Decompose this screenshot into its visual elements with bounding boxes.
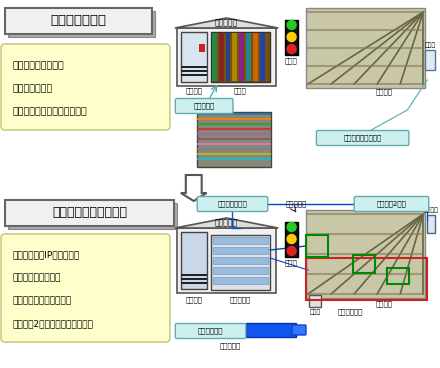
Text: 信号機器ごとの配線確認試験: 信号機器ごとの配線確認試験 [13, 107, 88, 117]
Text: 信号機器室: 信号機器室 [215, 219, 238, 227]
Bar [246, 33, 251, 81]
Text: ケーブル量削減: ケーブル量削減 [218, 201, 247, 207]
Bar [181, 66, 207, 68]
Bar [181, 274, 207, 276]
Text: 膨大な銅線ケーブル: 膨大な銅線ケーブル [13, 61, 65, 70]
Bar [427, 215, 435, 233]
Text: 配線の簡素化: 配線の簡素化 [198, 328, 224, 334]
Bar [239, 33, 244, 81]
Text: 電源ケーブル: 電源ケーブル [338, 308, 363, 315]
Bar [211, 235, 270, 290]
Text: 信号機器室: 信号機器室 [215, 18, 238, 28]
Polygon shape [175, 18, 278, 28]
Bar [177, 28, 276, 86]
FancyBboxPatch shape [292, 325, 306, 335]
Text: 信号機: 信号機 [285, 57, 297, 64]
Bar [425, 50, 435, 70]
Text: 電源笹: 電源笹 [309, 309, 321, 315]
Bar [232, 33, 238, 81]
FancyArrow shape [181, 175, 207, 201]
Bar [226, 33, 231, 81]
Text: 制御装置: 制御装置 [185, 87, 202, 93]
Circle shape [287, 223, 296, 231]
FancyBboxPatch shape [354, 197, 429, 212]
Bar [212, 33, 216, 81]
FancyBboxPatch shape [176, 99, 233, 113]
Circle shape [287, 45, 296, 53]
Text: 光伝送装置: 光伝送装置 [230, 296, 251, 302]
Bar [285, 20, 298, 55]
Text: 光ケーブル: 光ケーブル [286, 201, 308, 207]
Circle shape [287, 32, 296, 42]
Text: 光コネクタ: 光コネクタ [220, 342, 241, 348]
FancyBboxPatch shape [5, 8, 152, 34]
Bar [181, 74, 207, 76]
FancyBboxPatch shape [8, 203, 177, 229]
Text: 信号機: 信号機 [285, 259, 297, 266]
Bar [306, 258, 427, 300]
FancyBboxPatch shape [5, 200, 174, 226]
Text: 制御装置: 制御装置 [185, 296, 202, 302]
Bar [181, 32, 207, 82]
Text: 光ケーブル・IP技術の採用: 光ケーブル・IP技術の採用 [13, 251, 80, 260]
Bar [306, 235, 328, 257]
FancyBboxPatch shape [1, 234, 170, 342]
Text: 制御回線2重化: 制御回線2重化 [377, 201, 407, 207]
Bar [211, 32, 270, 82]
Bar [285, 222, 298, 257]
Polygon shape [175, 218, 278, 228]
Bar [353, 255, 374, 273]
Bar [260, 33, 265, 81]
Bar [199, 44, 205, 52]
Circle shape [287, 247, 296, 255]
FancyBboxPatch shape [1, 44, 170, 130]
Text: 中継笹: 中継笹 [425, 42, 436, 48]
Text: 複雑な配線: 複雑な配線 [194, 103, 215, 109]
FancyBboxPatch shape [176, 323, 246, 339]
Bar [177, 228, 276, 293]
Text: 制御回線2重化による信頼度向上: 制御回線2重化による信頼度向上 [13, 320, 94, 329]
Bar [213, 277, 268, 284]
Circle shape [287, 21, 296, 29]
Bar [181, 278, 207, 280]
Text: 車てつ機: 車てつ機 [375, 300, 392, 307]
Circle shape [287, 234, 296, 244]
FancyBboxPatch shape [316, 131, 409, 145]
Bar [219, 33, 224, 81]
Bar [246, 323, 296, 337]
Bar [213, 247, 268, 254]
FancyBboxPatch shape [197, 197, 268, 212]
Bar [213, 237, 268, 244]
Bar [306, 210, 425, 298]
Bar [197, 112, 271, 167]
Text: 膠大な銅線ケーブル: 膠大な銅線ケーブル [344, 135, 382, 141]
Bar [181, 70, 207, 72]
Bar [181, 282, 207, 284]
FancyBboxPatch shape [8, 11, 155, 37]
Text: ケーブル敷設量削減: ケーブル敷設量削減 [13, 274, 61, 283]
Bar [213, 267, 268, 274]
Text: 車てつ機: 車てつ機 [375, 88, 392, 95]
Bar [253, 33, 258, 81]
Bar [181, 232, 207, 289]
Text: 配線作業の削減・簡素化: 配線作業の削減・簡素化 [13, 297, 72, 306]
Text: ネットワーク信号制御: ネットワーク信号制御 [52, 206, 127, 219]
Bar [213, 257, 268, 264]
Text: 複雑な配線作業: 複雑な配線作業 [13, 84, 53, 93]
Bar [388, 268, 409, 284]
Text: 配線架: 配線架 [234, 87, 247, 93]
Bar [306, 8, 425, 88]
Text: 光成端笹: 光成端笹 [424, 208, 439, 213]
Text: 従来の信号制御: 従来の信号制御 [51, 14, 106, 28]
Bar [309, 295, 321, 307]
